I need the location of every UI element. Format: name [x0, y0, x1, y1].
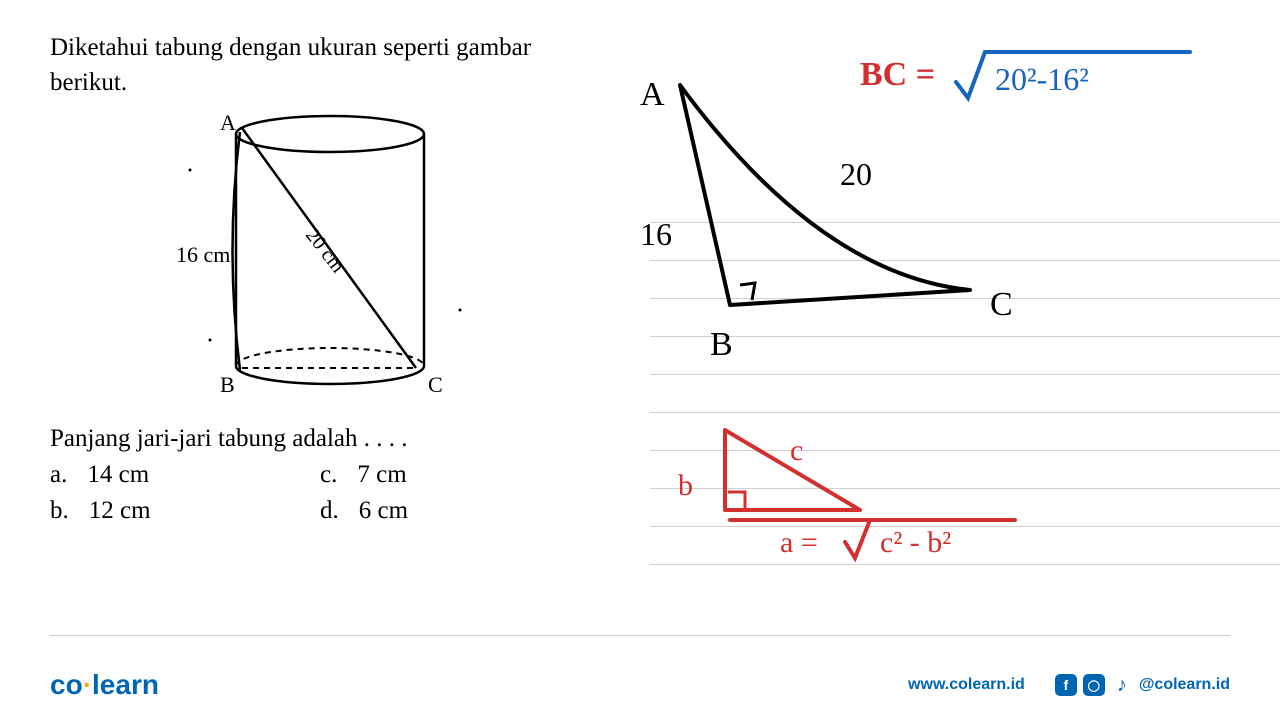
logo: co·learn — [50, 669, 159, 701]
divider — [50, 635, 1230, 636]
option-a-label: a. — [50, 461, 67, 489]
tri-label-20: 20 — [840, 156, 872, 192]
diagonal-label: 20 cm — [301, 225, 349, 278]
tri-label-b: B — [710, 326, 733, 363]
option-d-value: 6 cm — [359, 497, 408, 525]
logo-co: co — [50, 669, 83, 700]
facebook-icon[interactable]: f — [1055, 674, 1077, 696]
option-d-label: d. — [320, 497, 339, 525]
tri-red-a: a = — [780, 526, 818, 559]
option-c[interactable]: c. 7 cm — [320, 461, 550, 489]
option-d[interactable]: d. 6 cm — [320, 497, 550, 525]
logo-learn: learn — [92, 669, 159, 700]
tri-label-a: A — [640, 76, 665, 113]
option-a[interactable]: a. 14 cm — [50, 461, 280, 489]
tiktok-icon[interactable]: ♪ — [1111, 674, 1133, 696]
social-handle: @colearn.id — [1139, 676, 1230, 694]
footer-website[interactable]: www.colearn.id — [908, 676, 1025, 694]
vertex-label-c: C — [428, 372, 443, 397]
triangle-black: A B C 16 20 — [620, 75, 1050, 375]
tri-red-c: c — [790, 434, 803, 467]
height-label: 16 cm — [176, 242, 230, 267]
tri-label-c: C — [990, 286, 1013, 323]
instagram-icon[interactable]: ◯ — [1083, 674, 1105, 696]
option-a-value: 14 cm — [87, 461, 149, 489]
vertex-label-a: A — [220, 110, 236, 135]
option-b-value: 12 cm — [89, 497, 151, 525]
option-c-value: 7 cm — [357, 461, 406, 489]
option-b-label: b. — [50, 497, 69, 525]
sub-question: Panjang jari-jari tabung adalah . . . . — [50, 425, 610, 453]
triangle-red: b c a = c² - b² — [670, 420, 1100, 570]
question-intro: Diketahui tabung dengan ukuran seperti g… — [50, 30, 610, 100]
cylinder-diagram: A B C 16 cm 20 cm — [50, 110, 610, 405]
tri-red-b: b — [678, 469, 693, 502]
logo-dot: · — [83, 669, 92, 700]
option-b[interactable]: b. 12 cm — [50, 497, 280, 525]
footer: co·learn www.colearn.id f ◯ ♪ @colearn.i… — [0, 650, 1280, 720]
tri-red-expr: c² - b² — [880, 526, 951, 559]
vertex-label-b: B — [220, 372, 235, 397]
tri-label-16: 16 — [640, 216, 672, 252]
social-links: f ◯ ♪ @colearn.id — [1055, 674, 1230, 696]
option-c-label: c. — [320, 461, 337, 489]
